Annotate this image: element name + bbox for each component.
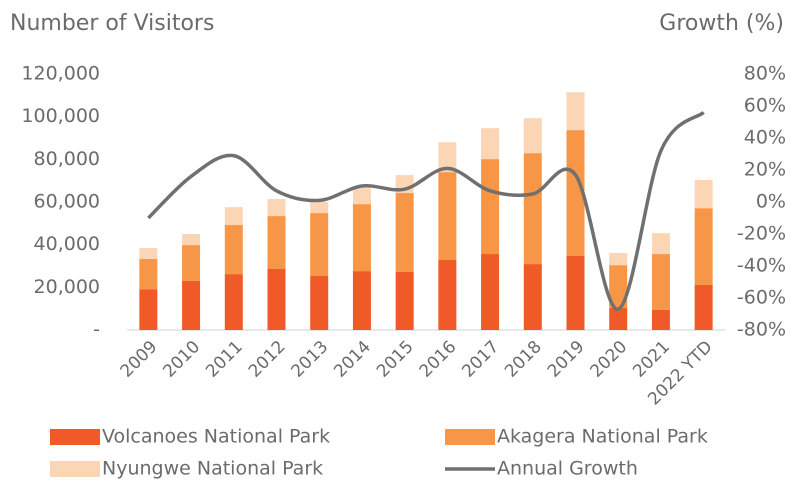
y2-tick-label: 80%: [744, 63, 786, 85]
y-tick-label: 40,000: [34, 233, 100, 255]
bar-segment: [267, 216, 286, 269]
bar-segment: [651, 309, 670, 330]
bar-segment: [481, 159, 500, 255]
bar-segment: [224, 274, 243, 330]
bar-segment: [267, 199, 286, 217]
bar-segment: [566, 130, 585, 256]
bar-segment: [310, 202, 329, 214]
legend-swatch: [50, 461, 100, 477]
bar-segment: [438, 142, 457, 173]
bar-segment: [694, 180, 713, 209]
bar-segment: [694, 284, 713, 330]
bar-segment: [182, 245, 201, 281]
y2-tick-label: -60%: [737, 287, 786, 309]
bar-segment: [481, 128, 500, 160]
x-tick-label: 2011: [202, 337, 247, 382]
legend-label: Annual Growth: [497, 458, 638, 480]
x-tick-label: 2009: [117, 337, 162, 382]
bar-segment: [267, 268, 286, 330]
bar-segment: [182, 234, 201, 246]
x-tick-label: 2012: [245, 337, 290, 382]
bar-segment: [139, 258, 158, 290]
y2-axis-title: Growth (%): [659, 11, 784, 36]
bar-segment: [438, 172, 457, 261]
bar-segment: [352, 188, 371, 205]
bar-segment: [566, 92, 585, 131]
x-tick-label: 2018: [501, 337, 546, 382]
bar-segment: [694, 208, 713, 285]
bar-segment: [523, 118, 542, 154]
bar-segment: [609, 265, 628, 309]
bar-segment: [481, 254, 500, 330]
bar-segment: [310, 276, 329, 330]
bar-segment: [310, 213, 329, 277]
y2-tick-label: 0%: [756, 191, 786, 213]
x-tick-label: 2015: [373, 337, 418, 382]
bar-segment: [438, 260, 457, 330]
bar-segment: [523, 264, 542, 330]
x-tick-label: 2016: [416, 337, 461, 382]
y-tick-label: 100,000: [21, 105, 100, 127]
bar-segment: [566, 255, 585, 330]
y-tick-label: 20,000: [34, 276, 100, 298]
bar-segment: [182, 280, 201, 330]
y-axis-title: Number of Visitors: [10, 11, 214, 36]
growth-line: [147, 110, 705, 311]
y-tick-label: 80,000: [34, 148, 100, 170]
legend-swatch: [445, 429, 495, 445]
bar-segment: [651, 233, 670, 255]
bar-segment: [352, 204, 371, 272]
x-tick-label: 2010: [159, 337, 204, 382]
y2-tick-label: -40%: [737, 255, 786, 277]
legend-label: Akagera National Park: [497, 426, 708, 448]
x-tick-label: 2014: [330, 337, 375, 382]
y-tick-label: 60,000: [34, 191, 100, 213]
bar-segment: [395, 271, 414, 330]
y-tick-label: -: [93, 319, 100, 341]
y2-tick-label: -80%: [737, 319, 786, 341]
x-tick-label: 2019: [544, 337, 589, 382]
bar-segment: [609, 252, 628, 266]
y-tick-label: 120,000: [21, 63, 100, 85]
legend-label: Volcanoes National Park: [102, 426, 330, 448]
y2-tick-label: 20%: [744, 159, 786, 181]
bar-segment: [651, 254, 670, 310]
legend-swatch: [50, 429, 100, 445]
bar-segment: [609, 308, 628, 330]
bar-segment: [139, 248, 158, 259]
x-tick-label: 2013: [288, 337, 333, 382]
bar-segment: [523, 153, 542, 265]
bar-segment: [395, 193, 414, 272]
x-tick-label: 2017: [458, 337, 503, 382]
bar-segment: [139, 289, 158, 330]
bar-segment: [224, 225, 243, 275]
y2-tick-label: -20%: [737, 223, 786, 245]
bar-segment: [352, 271, 371, 330]
y2-tick-label: 40%: [744, 127, 786, 149]
y2-tick-label: 60%: [744, 95, 786, 117]
bar-segment: [224, 207, 243, 226]
legend-label: Nyungwe National Park: [102, 458, 323, 480]
x-tick-label: 2020: [587, 337, 632, 382]
